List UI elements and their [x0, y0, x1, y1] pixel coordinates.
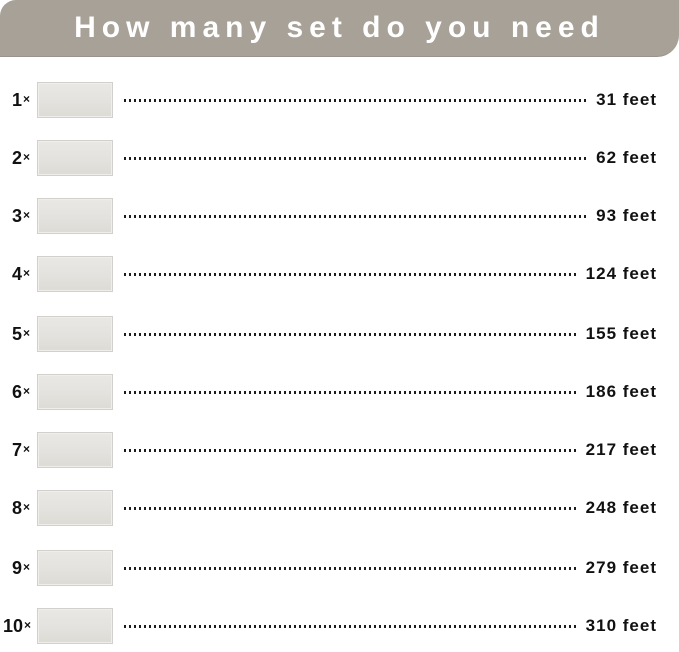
length-value: 310 feet	[585, 616, 657, 635]
set-count-label: 6×	[11, 381, 30, 402]
product-thumbnail	[37, 316, 113, 352]
header-banner: How many set do you need	[0, 0, 679, 57]
length-value: 93 feet	[596, 206, 657, 225]
set-count-label: 2×	[11, 147, 30, 168]
product-thumbnail	[37, 198, 113, 234]
set-count-label: 1×	[11, 89, 30, 110]
dotted-leader	[124, 390, 576, 394]
page-title: How many set do you need	[74, 11, 605, 44]
set-count-label: 8×	[11, 497, 30, 518]
product-thumbnail	[37, 374, 113, 410]
product-thumbnail	[37, 256, 113, 292]
length-value: 217 feet	[585, 440, 657, 459]
dotted-leader	[124, 448, 576, 452]
length-value: 155 feet	[585, 324, 657, 343]
set-row: 9× 279 feet	[0, 542, 679, 594]
set-count-label: 9×	[11, 557, 30, 578]
set-row: 3× 93 feet	[0, 190, 679, 242]
multiply-symbol: ×	[22, 499, 30, 514]
length-value: 31 feet	[596, 90, 657, 109]
set-row: 1× 31 feet	[0, 74, 679, 126]
multiply-symbol: ×	[22, 325, 30, 340]
dotted-leader	[124, 332, 576, 336]
multiply-symbol: ×	[22, 91, 30, 106]
multiply-symbol: ×	[22, 207, 30, 222]
product-thumbnail	[37, 140, 113, 176]
set-row: 8× 248 feet	[0, 482, 679, 534]
product-thumbnail	[37, 432, 113, 468]
set-count-label: 3×	[11, 205, 30, 226]
dotted-leader	[124, 214, 587, 218]
set-length-list: 1× 31 feet 2× 62 feet 3× 93 feet 4× 124 …	[0, 57, 679, 652]
product-thumbnail	[37, 608, 113, 644]
set-count-label: 5×	[11, 323, 30, 344]
dotted-leader	[124, 566, 576, 570]
product-thumbnail	[37, 550, 113, 586]
set-count-label: 4×	[11, 263, 30, 284]
set-row: 2× 62 feet	[0, 132, 679, 184]
length-value: 248 feet	[585, 498, 657, 517]
length-value: 124 feet	[585, 264, 657, 283]
set-count-label: 7×	[11, 439, 30, 460]
set-row: 6× 186 feet	[0, 366, 679, 418]
length-value: 279 feet	[585, 558, 657, 577]
length-value: 186 feet	[585, 382, 657, 401]
set-count-label: 10×	[3, 615, 32, 636]
multiply-symbol: ×	[22, 265, 30, 280]
set-row: 7× 217 feet	[0, 424, 679, 476]
multiply-symbol: ×	[22, 559, 30, 574]
set-row: 4× 124 feet	[0, 248, 679, 300]
multiply-symbol: ×	[22, 383, 30, 398]
dotted-leader	[124, 156, 587, 160]
set-row: 10× 310 feet	[0, 600, 679, 652]
product-thumbnail	[37, 82, 113, 118]
product-thumbnail	[37, 490, 113, 526]
multiply-symbol: ×	[22, 441, 30, 456]
dotted-leader	[124, 98, 587, 102]
set-row: 5× 155 feet	[0, 308, 679, 360]
dotted-leader	[124, 624, 576, 628]
multiply-symbol: ×	[24, 617, 32, 632]
length-value: 62 feet	[596, 148, 657, 167]
dotted-leader	[124, 272, 576, 276]
multiply-symbol: ×	[22, 149, 30, 164]
dotted-leader	[124, 506, 576, 510]
